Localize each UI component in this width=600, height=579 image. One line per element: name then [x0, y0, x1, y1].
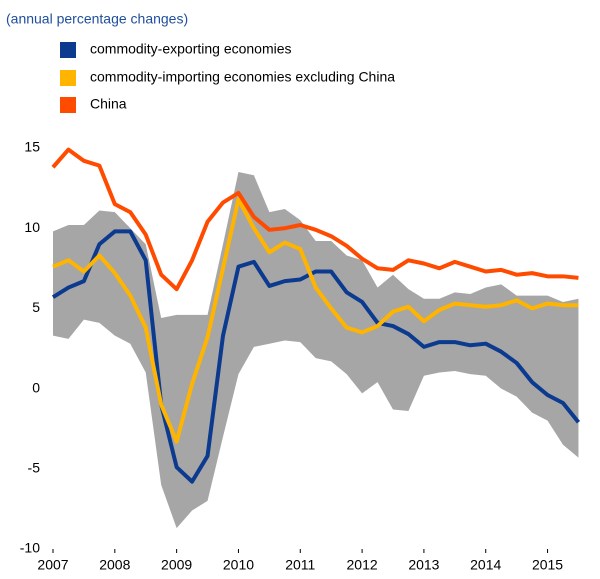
y-tick-label: 15 [24, 139, 40, 155]
y-tick-label: -10 [20, 540, 40, 556]
chart-subtitle: (annual percentage changes) [6, 11, 188, 27]
legend-label: commodity-exporting economies [90, 41, 292, 57]
x-tick-label: 2015 [532, 557, 563, 573]
y-tick-label: 10 [24, 219, 40, 235]
x-tick-label: 2009 [161, 557, 192, 573]
x-tick-label: 2013 [408, 557, 439, 573]
legend-swatch [60, 42, 76, 58]
series-line [52, 197, 579, 444]
legend-label: China [90, 96, 127, 112]
legend-swatch [60, 97, 76, 113]
series-line [51, 147, 579, 292]
x-tick-label: 2014 [470, 557, 501, 573]
x-tick-label: 2007 [37, 557, 68, 573]
range-band [53, 172, 579, 529]
x-tick-label: 2012 [347, 557, 378, 573]
series-line [51, 229, 581, 484]
y-tick-label: 0 [32, 379, 40, 395]
y-tick-label: 5 [32, 299, 40, 315]
legend-swatch [60, 70, 76, 86]
x-tick-label: 2011 [285, 557, 315, 573]
legend-label: commodity-importing economies excluding … [90, 69, 395, 85]
x-tick-label: 2008 [99, 557, 130, 573]
x-tick-label: 2010 [223, 557, 254, 573]
y-tick-label: -5 [28, 460, 41, 476]
